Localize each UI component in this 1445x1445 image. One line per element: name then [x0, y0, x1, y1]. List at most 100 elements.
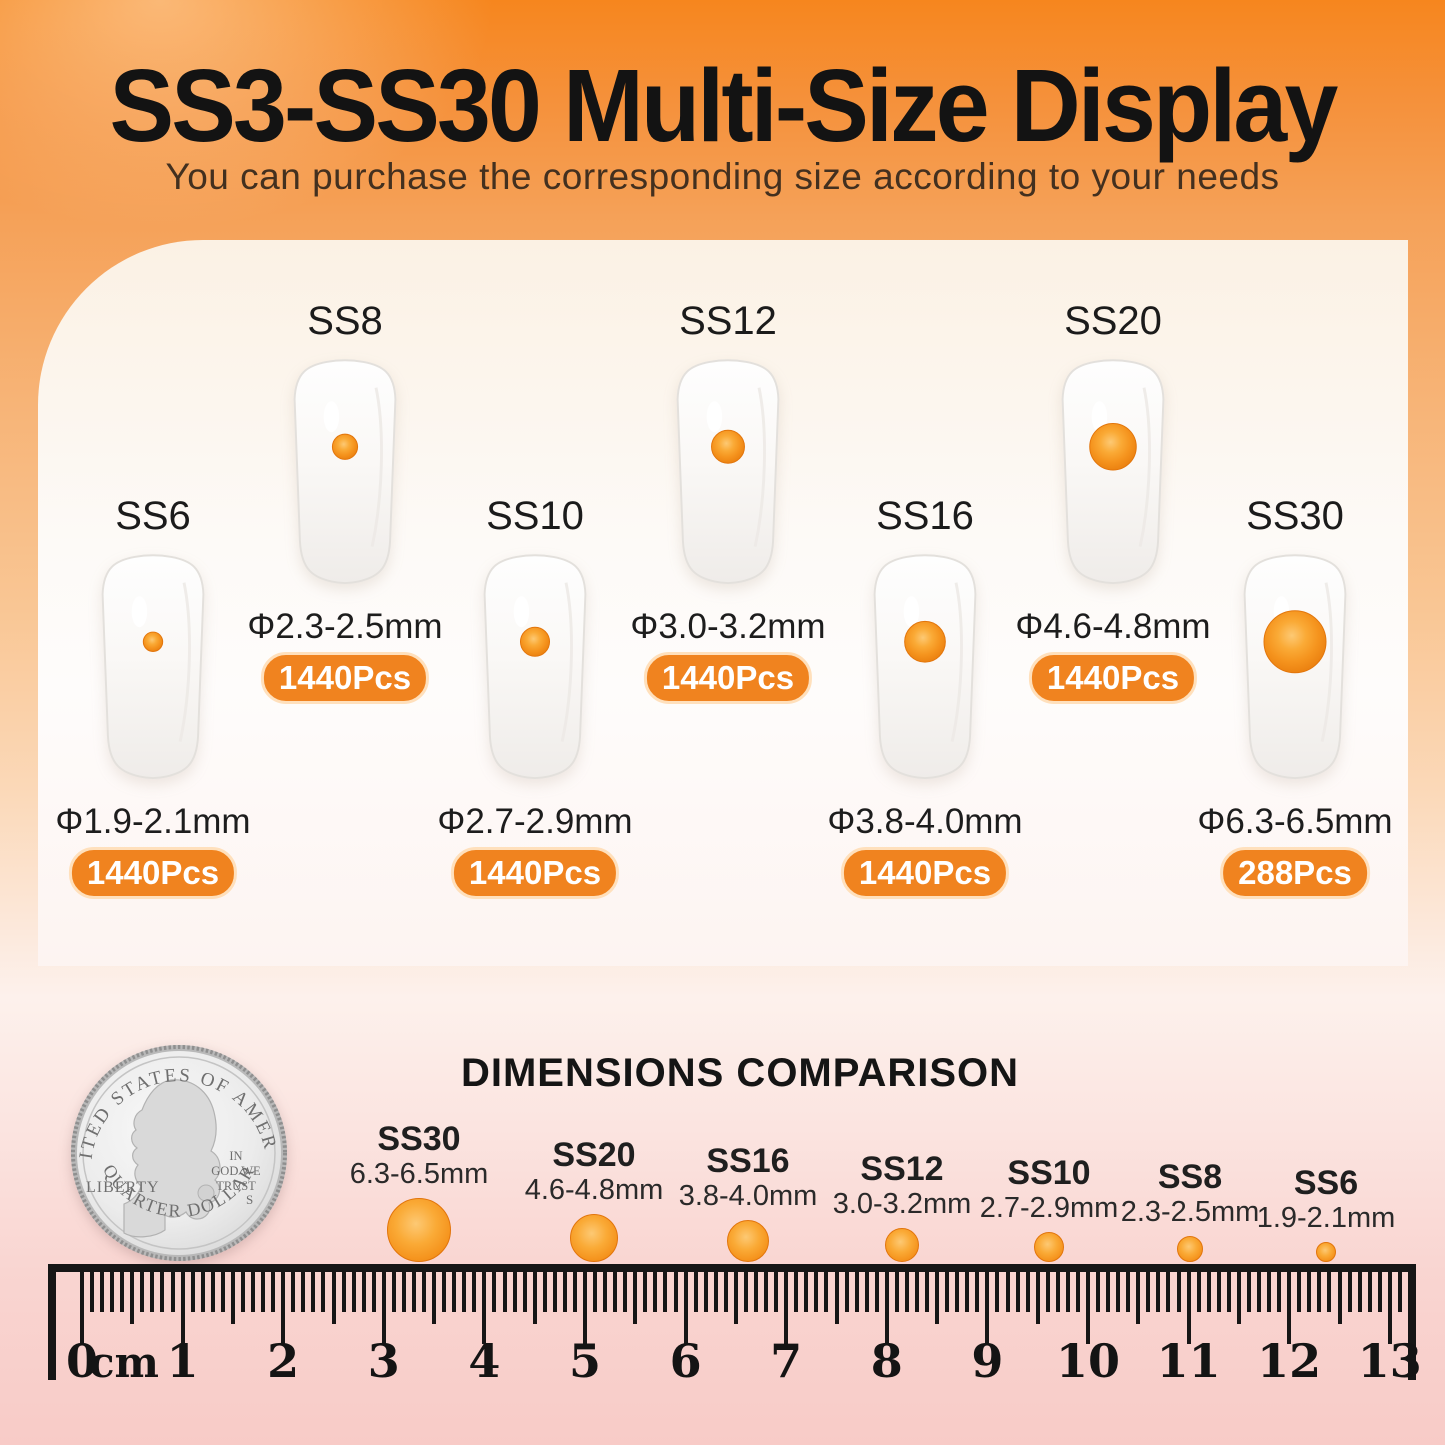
- comparison-dot: [1034, 1232, 1064, 1262]
- washington-profile: [123, 1079, 221, 1238]
- nail-sheen: [560, 582, 573, 742]
- ruler-tick: [894, 1272, 899, 1312]
- dot-label: SS20 4.6-4.8mm: [484, 1136, 704, 1206]
- ruler-tick: [663, 1272, 668, 1312]
- ruler-tick: [401, 1272, 406, 1312]
- diameter-label: Φ2.7-2.9mm: [437, 802, 633, 841]
- rhinestone: [331, 433, 359, 460]
- ruler-tick: [512, 1272, 517, 1312]
- nail-highlight: [513, 596, 530, 628]
- nail-highlight: [1091, 401, 1108, 433]
- nail-highlight: [323, 401, 340, 433]
- ruler-tick: [1236, 1272, 1241, 1324]
- nail-tip: [472, 548, 598, 784]
- ruler-tick: [261, 1272, 266, 1312]
- ruler-tick: [452, 1272, 457, 1312]
- ruler-tick: [754, 1272, 759, 1312]
- ruler-tick: [472, 1272, 477, 1312]
- size-label: SS16: [876, 494, 974, 538]
- size-label: SS12: [679, 299, 777, 343]
- ruler-tick: [381, 1272, 386, 1344]
- quarter-coin: UNITED STATES OF AMERICA QUARTER DOLLAR …: [68, 1042, 287, 1261]
- ruler-number: 6: [669, 1334, 702, 1388]
- rhinestone: [711, 429, 745, 464]
- ruler-unit-label: cm: [88, 1338, 159, 1387]
- ruler-tick: [1055, 1272, 1060, 1312]
- ruler-tick: [914, 1272, 919, 1312]
- nail-sheen: [1138, 387, 1151, 547]
- ruler-tick: [572, 1272, 577, 1312]
- ruler-tick: [824, 1272, 829, 1312]
- ruler-tick: [130, 1272, 135, 1324]
- ruler-tick: [653, 1272, 658, 1312]
- size-label: SS30: [1246, 494, 1344, 538]
- ruler-number: 10: [1055, 1334, 1120, 1388]
- ruler-tick: [1106, 1272, 1111, 1312]
- size-column: SS16 Φ3.8-4.0mm 1440Pcs: [805, 490, 1045, 900]
- nail-body: [676, 359, 780, 585]
- ruler-tick: [593, 1272, 598, 1312]
- ruler-number: 9: [971, 1334, 1004, 1388]
- ruler-tick: [1277, 1272, 1282, 1312]
- ruler-tick: [1327, 1272, 1332, 1312]
- ruler-tick: [784, 1272, 789, 1344]
- ruler-tick: [160, 1272, 165, 1312]
- ruler-tick: [532, 1272, 537, 1324]
- ruler-left-edge: [48, 1264, 56, 1380]
- ruler-tick: [170, 1272, 175, 1312]
- dot-range-label: 3.8-4.0mm: [678, 1180, 818, 1212]
- ruler-tick: [623, 1272, 628, 1312]
- ruler-number: 13: [1357, 1334, 1422, 1388]
- ruler-tick: [240, 1272, 245, 1312]
- ruler-tick: [80, 1272, 84, 1344]
- ruler-tick: [1005, 1272, 1010, 1312]
- rhinestone: [1263, 610, 1327, 674]
- nail-sheen: [950, 582, 963, 742]
- nail-body: [873, 554, 977, 780]
- ruler-tick: [1176, 1272, 1181, 1312]
- ruler-number: 2: [267, 1334, 300, 1388]
- ruler-tick: [1075, 1272, 1080, 1312]
- ruler-tick: [723, 1272, 728, 1312]
- ruler-tick: [713, 1272, 718, 1312]
- ruler: 0 1 2 3 4 5 6 7 8 9 10 11 12 13 cm: [48, 1264, 1422, 1388]
- ruler-tick: [1126, 1272, 1131, 1312]
- size-column: SS8 Φ2.3-2.5mm 1440Pcs: [225, 295, 465, 705]
- size-label: SS6: [115, 494, 191, 538]
- nail-sheen: [178, 582, 191, 742]
- ruler-tick: [733, 1272, 738, 1324]
- ruler-number: 3: [367, 1334, 400, 1388]
- comparison-dot: [570, 1214, 618, 1262]
- diameter-label: Φ1.9-2.1mm: [55, 802, 251, 841]
- ruler-number: 1: [166, 1334, 199, 1388]
- pieces-badge: 1440Pcs: [1028, 652, 1198, 704]
- ruler-tick: [854, 1272, 859, 1312]
- ruler-tick: [1216, 1272, 1221, 1312]
- ruler-tick: [1045, 1272, 1050, 1312]
- ruler-tick: [90, 1272, 95, 1312]
- ruler-tick: [603, 1272, 608, 1312]
- size-column: SS20 Φ4.6-4.8mm 1440Pcs: [993, 295, 1233, 705]
- ruler-tick: [1317, 1272, 1322, 1312]
- ruler-tick: [1257, 1272, 1262, 1312]
- ruler-tick: [100, 1272, 105, 1312]
- ruler-tick: [1136, 1272, 1141, 1324]
- comparison-item: SS12 3.0-3.2mm: [792, 1040, 1012, 1266]
- ruler-tick: [834, 1272, 839, 1324]
- ruler-tick: [1086, 1272, 1090, 1344]
- ruler-tick: [180, 1272, 185, 1344]
- comparison-dot: [1316, 1242, 1336, 1262]
- ruler-tick: [975, 1272, 980, 1312]
- ruler-tick: [542, 1272, 547, 1312]
- ruler-tick: [1337, 1272, 1342, 1324]
- size-column: SS30 Φ6.3-6.5mm 288Pcs: [1175, 490, 1415, 900]
- ruler-tick: [301, 1272, 306, 1312]
- ruler-tick: [422, 1272, 427, 1312]
- nail-tip: [1232, 548, 1358, 784]
- nail-body: [1061, 359, 1165, 585]
- ruler-number: 11: [1156, 1334, 1221, 1388]
- ruler-tick: [190, 1272, 195, 1312]
- ruler-tick: [945, 1272, 950, 1312]
- nail-sheen: [1320, 582, 1333, 742]
- ruler-tick: [442, 1272, 447, 1312]
